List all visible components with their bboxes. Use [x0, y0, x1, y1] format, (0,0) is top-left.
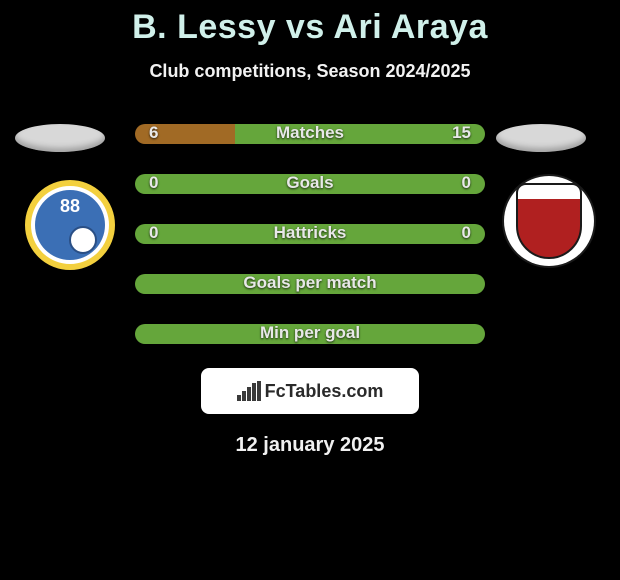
club-badge-left-inner: 88: [35, 190, 105, 260]
stat-label: Matches: [135, 120, 485, 146]
stat-row: Goals per match: [135, 270, 485, 296]
stat-row: 00Goals: [135, 170, 485, 196]
brand-text: FcTables.com: [265, 381, 384, 402]
stat-row: 00Hattricks: [135, 220, 485, 246]
bar-chart-icon: [237, 381, 261, 401]
brand-bar: [257, 381, 261, 401]
brand-bar: [242, 391, 246, 401]
date-label: 12 january 2025: [0, 434, 620, 457]
comparison-infographic: B. Lessy vs Ari Araya Club competitions,…: [0, 0, 620, 580]
stat-label: Goals: [135, 170, 485, 196]
stat-label: Hattricks: [135, 220, 485, 246]
player-right-silhouette: [496, 124, 586, 152]
page-title: B. Lessy vs Ari Araya: [0, 8, 620, 47]
club-badge-left: 88: [25, 180, 115, 270]
player-left-silhouette: [15, 124, 105, 152]
club-badge-right: [504, 176, 594, 266]
brand-bar: [252, 383, 256, 401]
club-badge-left-number: 88: [60, 196, 80, 217]
soccer-ball-icon: [69, 226, 97, 254]
brand-bar: [237, 395, 241, 401]
brand-bar: [247, 387, 251, 401]
stat-label: Goals per match: [135, 270, 485, 296]
club-badge-right-stripe: [518, 185, 580, 205]
stat-row: 615Matches: [135, 120, 485, 146]
club-badge-right-shield: [516, 183, 582, 259]
subtitle: Club competitions, Season 2024/2025: [0, 61, 620, 82]
brand-watermark: FcTables.com: [201, 368, 419, 414]
stat-row: Min per goal: [135, 320, 485, 346]
stat-label: Min per goal: [135, 320, 485, 346]
